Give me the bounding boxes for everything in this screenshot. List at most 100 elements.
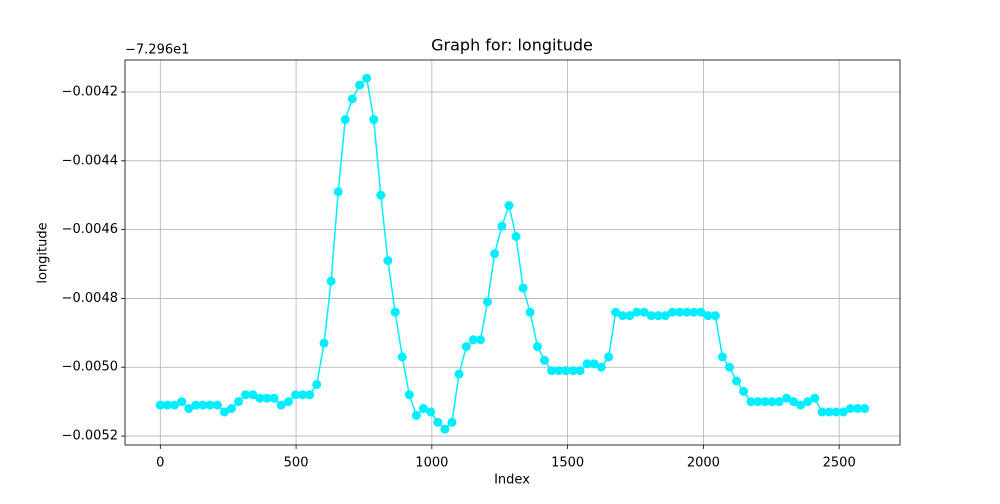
x-tick-label: 1000 (415, 456, 448, 471)
y-tick-label: −0.0044 (62, 153, 118, 168)
data-point (824, 407, 834, 417)
y-tick-label: −0.0042 (62, 84, 118, 99)
data-point (291, 390, 301, 400)
data-point (518, 283, 528, 293)
data-point (269, 393, 279, 403)
data-point (604, 352, 614, 362)
data-point (511, 232, 521, 242)
data-point (355, 80, 365, 90)
data-point (426, 407, 436, 417)
data-point (169, 400, 179, 410)
data-point (682, 307, 692, 317)
y-axis-label: longitude (36, 222, 51, 283)
data-point (732, 376, 742, 386)
x-tick-label: 0 (156, 456, 164, 471)
data-point (781, 393, 791, 403)
data-point (540, 355, 550, 365)
data-line (160, 76, 865, 431)
data-point (724, 362, 734, 372)
data-point (817, 407, 827, 417)
data-point (660, 311, 670, 321)
data-point (689, 307, 699, 317)
data-point (454, 369, 464, 379)
data-point (283, 397, 293, 407)
data-point (326, 276, 336, 286)
data-point (376, 190, 386, 200)
data-point (475, 335, 485, 345)
y-tick-label: −0.0050 (62, 360, 118, 375)
data-point (675, 307, 685, 317)
data-point (547, 366, 557, 376)
data-point (639, 307, 649, 317)
data-point (226, 404, 236, 414)
data-point (632, 307, 642, 317)
data-point (305, 390, 315, 400)
data-point (397, 352, 407, 362)
data-point (440, 424, 450, 434)
data-point (433, 417, 443, 427)
data-point (710, 311, 720, 321)
data-point (838, 407, 848, 417)
data-point (575, 366, 585, 376)
data-point (561, 366, 571, 376)
data-point (383, 256, 393, 266)
data-point (532, 342, 542, 352)
y-tick-label: −0.0048 (62, 291, 118, 306)
data-point (191, 400, 201, 410)
data-point (789, 397, 799, 407)
data-point (333, 187, 343, 197)
data-point (589, 359, 599, 369)
x-tick-label: 2500 (823, 456, 856, 471)
data-point (390, 307, 400, 317)
data-point (845, 404, 855, 414)
data-point (582, 359, 592, 369)
data-point (298, 390, 308, 400)
data-point (646, 311, 656, 321)
data-point (831, 407, 841, 417)
x-tick-label: 2000 (687, 456, 720, 471)
data-point (461, 342, 471, 352)
data-point (625, 311, 635, 321)
data-point (276, 400, 286, 410)
data-point (717, 352, 727, 362)
data-point (796, 400, 806, 410)
data-point (155, 400, 165, 410)
data-point (696, 307, 706, 317)
data-point (177, 397, 187, 407)
data-point (312, 379, 322, 389)
data-point (803, 397, 813, 407)
data-point (554, 366, 564, 376)
data-point (767, 397, 777, 407)
data-point (810, 393, 820, 403)
data-point (703, 311, 713, 321)
data-point (219, 407, 229, 417)
data-point (418, 404, 428, 414)
data-point (746, 397, 756, 407)
y-offset-label: −7.296e1 (125, 43, 189, 58)
data-point (248, 390, 258, 400)
data-point (362, 73, 372, 83)
data-point (241, 390, 251, 400)
data-point (468, 335, 478, 345)
data-point (198, 400, 208, 410)
x-tick-label: 1500 (551, 456, 584, 471)
chart-title: Graph for: longitude (431, 36, 593, 55)
data-point (753, 397, 763, 407)
data-point (667, 307, 677, 317)
data-point (739, 386, 749, 396)
data-point (860, 404, 870, 414)
data-point (483, 297, 493, 307)
data-point (262, 393, 272, 403)
x-tick-label: 500 (284, 456, 309, 471)
data-point (319, 338, 329, 348)
y-tick-label: −0.0052 (62, 429, 118, 444)
data-point (184, 404, 194, 414)
data-point (490, 249, 500, 259)
data-point (340, 115, 350, 125)
data-point (568, 366, 578, 376)
x-axis-label: Index (494, 473, 530, 488)
data-point (525, 307, 535, 317)
data-point (653, 311, 663, 321)
data-point (611, 307, 621, 317)
